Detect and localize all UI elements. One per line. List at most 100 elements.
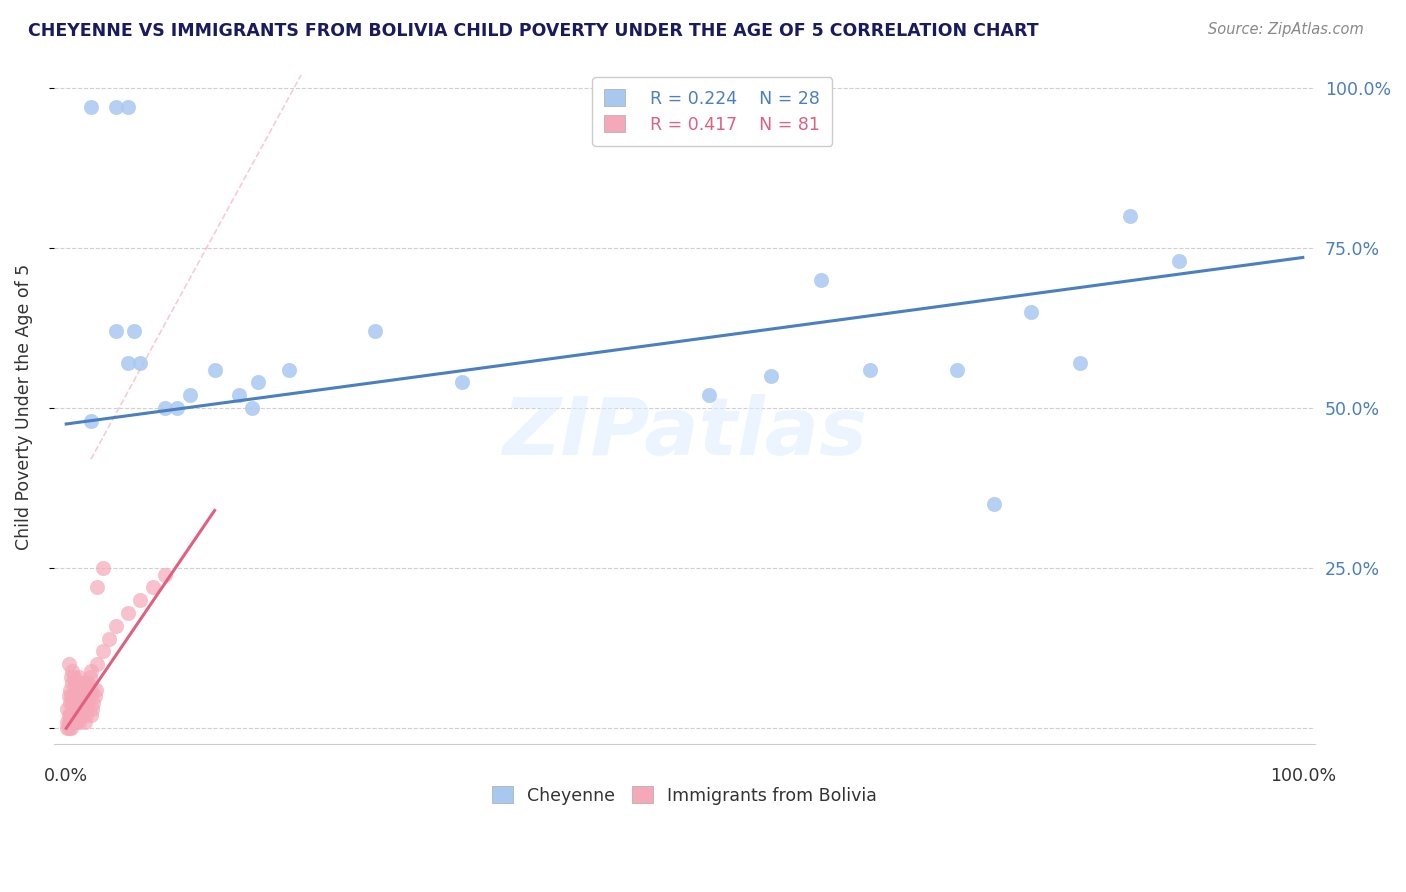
Text: CHEYENNE VS IMMIGRANTS FROM BOLIVIA CHILD POVERTY UNDER THE AGE OF 5 CORRELATION: CHEYENNE VS IMMIGRANTS FROM BOLIVIA CHIL… xyxy=(28,22,1039,40)
Point xyxy=(73,696,96,710)
Point xyxy=(80,100,103,114)
Point xyxy=(129,356,152,370)
Point xyxy=(759,368,782,383)
Point xyxy=(56,714,79,729)
Point xyxy=(59,682,82,697)
Point xyxy=(66,708,89,723)
Text: ZIPatlas: ZIPatlas xyxy=(502,394,868,473)
Point xyxy=(77,696,100,710)
Point xyxy=(72,682,94,697)
Point xyxy=(82,702,104,716)
Point xyxy=(104,324,127,338)
Point xyxy=(945,362,967,376)
Point xyxy=(1019,305,1042,319)
Point xyxy=(91,561,114,575)
Point xyxy=(63,676,86,690)
Point xyxy=(86,657,108,672)
Point xyxy=(80,664,103,678)
Point xyxy=(62,690,84,704)
Point xyxy=(277,362,299,376)
Point xyxy=(228,388,250,402)
Point xyxy=(80,682,103,697)
Point xyxy=(1118,209,1140,223)
Point xyxy=(117,606,139,620)
Point xyxy=(69,696,91,710)
Point xyxy=(104,100,127,114)
Point xyxy=(66,702,89,716)
Point xyxy=(79,690,101,704)
Point xyxy=(60,696,83,710)
Point xyxy=(697,388,720,402)
Point xyxy=(65,682,87,697)
Point xyxy=(69,682,91,697)
Point xyxy=(80,414,103,428)
Point xyxy=(86,580,108,594)
Point xyxy=(76,682,98,697)
Point xyxy=(166,401,188,415)
Point xyxy=(204,362,226,376)
Point xyxy=(58,714,80,729)
Point xyxy=(59,708,82,723)
Point xyxy=(70,676,93,690)
Point xyxy=(60,690,83,704)
Point xyxy=(60,721,83,735)
Point xyxy=(59,696,82,710)
Point xyxy=(67,670,90,684)
Point xyxy=(70,702,93,716)
Point xyxy=(72,708,94,723)
Point xyxy=(59,714,82,729)
Point xyxy=(84,682,107,697)
Point xyxy=(122,324,145,338)
Point xyxy=(60,670,83,684)
Text: 100.0%: 100.0% xyxy=(1270,766,1336,785)
Point xyxy=(153,401,176,415)
Point xyxy=(104,619,127,633)
Point xyxy=(75,708,97,723)
Point xyxy=(72,676,94,690)
Point xyxy=(76,702,98,716)
Point xyxy=(240,401,263,415)
Point xyxy=(129,593,152,607)
Point xyxy=(75,682,97,697)
Point xyxy=(80,708,103,723)
Point xyxy=(77,676,100,690)
Point xyxy=(56,721,79,735)
Point xyxy=(82,696,104,710)
Point xyxy=(983,497,1005,511)
Point xyxy=(810,273,832,287)
Point xyxy=(56,702,79,716)
Point xyxy=(67,702,90,716)
Point xyxy=(67,696,90,710)
Point xyxy=(60,714,83,729)
Point xyxy=(179,388,201,402)
Point xyxy=(58,690,80,704)
Point xyxy=(117,100,139,114)
Point xyxy=(117,356,139,370)
Point xyxy=(62,708,84,723)
Point xyxy=(58,657,80,672)
Point xyxy=(83,690,105,704)
Y-axis label: Child Poverty Under the Age of 5: Child Poverty Under the Age of 5 xyxy=(15,263,32,549)
Point xyxy=(72,696,94,710)
Point xyxy=(70,702,93,716)
Point xyxy=(67,714,90,729)
Point xyxy=(79,670,101,684)
Point xyxy=(62,708,84,723)
Text: 0.0%: 0.0% xyxy=(44,766,89,785)
Point xyxy=(859,362,882,376)
Text: Source: ZipAtlas.com: Source: ZipAtlas.com xyxy=(1208,22,1364,37)
Point xyxy=(451,376,474,390)
Point xyxy=(91,644,114,658)
Point xyxy=(60,714,83,729)
Point xyxy=(63,696,86,710)
Point xyxy=(69,708,91,723)
Legend: Cheyenne, Immigrants from Bolivia: Cheyenne, Immigrants from Bolivia xyxy=(484,778,886,814)
Point xyxy=(73,690,96,704)
Point xyxy=(1168,253,1191,268)
Point xyxy=(142,580,165,594)
Point xyxy=(65,708,87,723)
Point xyxy=(66,676,89,690)
Point xyxy=(76,676,98,690)
Point xyxy=(72,690,94,704)
Point xyxy=(63,702,86,716)
